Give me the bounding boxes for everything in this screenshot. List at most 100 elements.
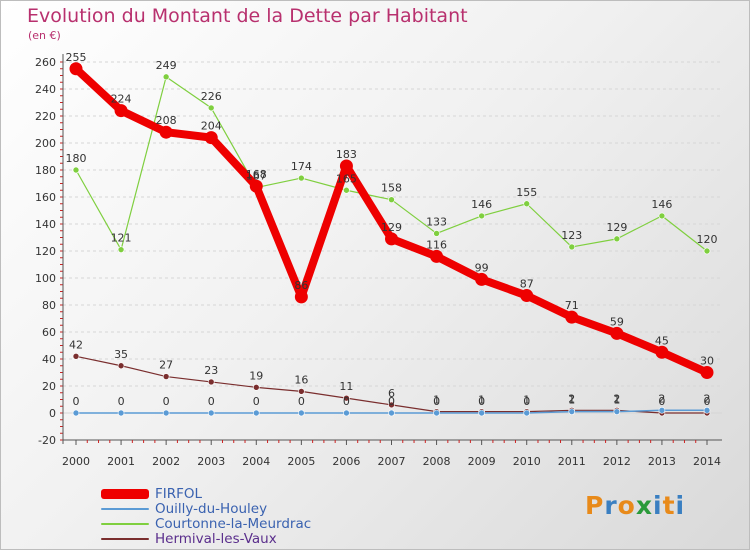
data-label-ouilly-du-houley: 0 <box>253 395 260 408</box>
data-point-ouilly-du-houley <box>568 408 576 415</box>
data-point-courtonne-la-meurdrac <box>162 73 170 81</box>
legend-item: Ouilly-du-Houley <box>101 502 311 517</box>
data-label-firfol: 87 <box>520 278 534 291</box>
data-label-ouilly-du-houley: 0 <box>433 395 440 408</box>
logo-letter: P <box>585 491 605 520</box>
data-point-courtonne-la-meurdrac <box>613 235 621 243</box>
y-tick-label: 80 <box>42 299 56 312</box>
data-label-ouilly-du-houley: 0 <box>343 395 350 408</box>
data-label-ouilly-du-houley: 0 <box>163 395 170 408</box>
y-tick-label: 60 <box>42 326 56 339</box>
logo-letter: i <box>675 491 686 520</box>
legend-label: Ouilly-du-Houley <box>155 501 268 517</box>
y-tick-label: 220 <box>35 110 56 123</box>
y-tick-label: 160 <box>35 191 56 204</box>
data-label-firfol: 45 <box>655 334 669 347</box>
data-label-hermival-les-vaux: 0 <box>704 395 711 408</box>
legend-label: Courtonne-la-Meurdrac <box>155 516 312 532</box>
legend-item: FIRFOL <box>101 487 311 502</box>
logo-letter: x <box>635 491 653 520</box>
data-label-courtonne-la-meurdrac: 167 <box>246 170 267 183</box>
data-label-hermival-les-vaux: 16 <box>294 373 308 386</box>
y-tick-label: 0 <box>49 407 56 420</box>
data-point-hermival-les-vaux <box>388 401 395 409</box>
data-label-courtonne-la-meurdrac: 121 <box>111 232 132 245</box>
data-label-firfol: 168 <box>246 168 267 181</box>
x-tick-label: 2004 <box>242 455 270 468</box>
data-point-firfol <box>69 62 83 76</box>
logo-letter: i <box>653 491 663 520</box>
data-label-ouilly-du-houley: 0 <box>208 395 215 408</box>
data-label-ouilly-du-houley: 2 <box>704 392 711 405</box>
data-point-ouilly-du-houley <box>343 409 350 417</box>
data-point-courtonne-la-meurdrac <box>523 200 531 208</box>
data-label-courtonne-la-meurdrac: 158 <box>381 182 402 195</box>
data-label-hermival-les-vaux: 1 <box>478 394 485 407</box>
data-point-courtonne-la-meurdrac <box>343 186 350 194</box>
data-point-courtonne-la-meurdrac <box>207 104 215 112</box>
data-point-courtonne-la-meurdrac <box>703 247 711 255</box>
data-point-firfol <box>159 125 173 139</box>
y-tick-label: 120 <box>35 245 56 258</box>
data-point-hermival-les-vaux <box>343 394 350 402</box>
x-tick-label: 2013 <box>648 455 676 468</box>
legend-item: Hermival-les-Vaux <box>101 532 311 547</box>
data-point-hermival-les-vaux <box>298 388 305 395</box>
logo-letter: r <box>604 491 618 520</box>
data-label-hermival-les-vaux: 6 <box>388 387 395 400</box>
data-label-courtonne-la-meurdrac: 146 <box>471 198 492 211</box>
data-label-hermival-les-vaux: 1 <box>523 394 530 407</box>
data-label-hermival-les-vaux: 19 <box>249 369 263 382</box>
y-tick-label: 200 <box>35 137 56 150</box>
data-label-ouilly-du-houley: 0 <box>298 395 305 408</box>
data-point-courtonne-la-meurdrac <box>117 246 125 253</box>
data-label-firfol: 224 <box>111 93 132 106</box>
data-point-courtonne-la-meurdrac <box>72 166 80 174</box>
y-tick-label: 140 <box>35 218 56 231</box>
x-tick-label: 2000 <box>62 455 90 468</box>
data-point-firfol <box>475 272 489 286</box>
x-tick-label: 2007 <box>378 455 406 468</box>
proxiti-logo: Proxiti <box>585 491 685 520</box>
data-label-courtonne-la-meurdrac: 226 <box>201 90 222 103</box>
data-point-firfol <box>204 131 218 145</box>
y-tick-label: 260 <box>35 56 56 69</box>
data-label-firfol: 30 <box>700 355 714 368</box>
x-tick-label: 2011 <box>558 455 586 468</box>
y-tick-label: -20 <box>38 434 56 447</box>
legend-item: Courtonne-la-Meurdrac <box>101 517 311 532</box>
y-tick-label: 100 <box>35 272 56 285</box>
legend-label: Hermival-les-Vaux <box>155 531 277 547</box>
data-point-ouilly-du-houley <box>298 409 305 417</box>
data-point-ouilly-du-houley <box>162 409 170 417</box>
data-label-hermival-les-vaux: 35 <box>114 348 128 361</box>
data-label-hermival-les-vaux: 1 <box>433 394 440 407</box>
x-tick-label: 2009 <box>468 455 496 468</box>
legend-swatch <box>101 523 149 525</box>
data-point-ouilly-du-houley <box>523 409 531 417</box>
data-point-firfol <box>249 179 263 193</box>
data-label-hermival-les-vaux: 23 <box>204 364 218 377</box>
data-point-courtonne-la-meurdrac <box>433 230 440 237</box>
logo-letter: o <box>617 491 636 520</box>
data-label-firfol: 59 <box>610 315 624 328</box>
data-point-hermival-les-vaux <box>72 352 80 360</box>
data-point-ouilly-du-houley <box>613 408 621 415</box>
data-label-courtonne-la-meurdrac: 249 <box>156 59 177 72</box>
unit-label: (en €) <box>28 29 61 42</box>
logo-letter: t <box>662 491 676 520</box>
data-label-ouilly-du-houley: 0 <box>523 395 530 408</box>
data-point-ouilly-du-houley <box>478 409 485 417</box>
data-point-firfol <box>339 159 353 173</box>
data-label-courtonne-la-meurdrac: 165 <box>336 172 357 185</box>
data-point-ouilly-du-houley <box>388 409 395 417</box>
data-point-ouilly-du-houley <box>658 406 666 414</box>
x-tick-label: 2001 <box>107 455 135 468</box>
data-point-courtonne-la-meurdrac <box>388 196 395 203</box>
data-label-courtonne-la-meurdrac: 155 <box>516 186 537 199</box>
data-label-courtonne-la-meurdrac: 180 <box>66 152 87 165</box>
legend: FIRFOL Ouilly-du-Houley Courtonne-la-Meurd… <box>101 487 311 547</box>
data-point-firfol <box>520 289 534 303</box>
data-label-firfol: 183 <box>336 148 357 161</box>
